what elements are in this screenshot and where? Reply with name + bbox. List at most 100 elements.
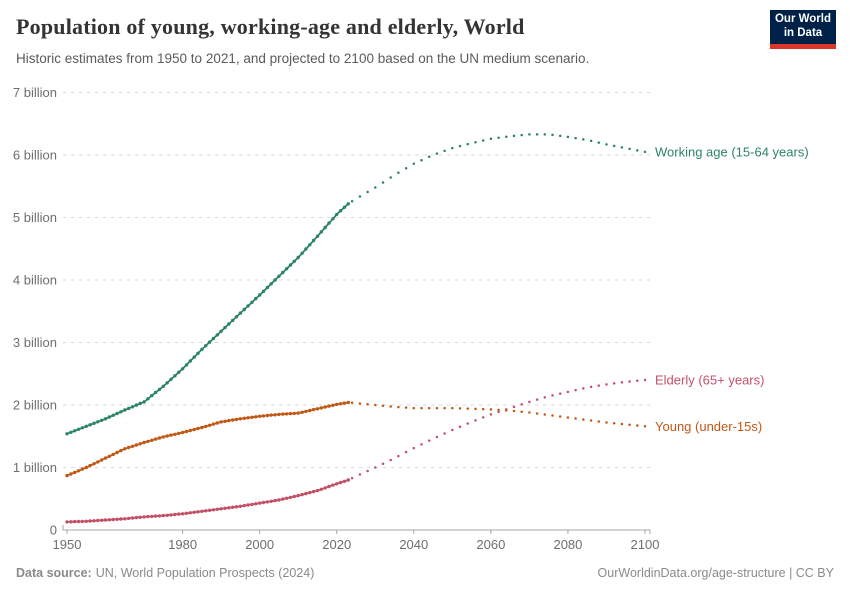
data-point xyxy=(296,411,300,415)
data-point xyxy=(277,274,281,278)
data-point xyxy=(227,322,231,326)
data-point-projected xyxy=(397,454,400,458)
data-point-projected xyxy=(443,406,446,410)
data-point-projected xyxy=(389,458,392,462)
data-point xyxy=(150,514,154,519)
data-point xyxy=(96,420,100,424)
data-point xyxy=(346,202,350,206)
data-point xyxy=(227,506,231,510)
series-young[interactable] xyxy=(65,400,647,478)
data-point-projected xyxy=(466,407,469,410)
data-point-projected xyxy=(589,419,593,422)
data-point xyxy=(96,518,100,523)
data-source-text: UN, World Population Prospects (2024) xyxy=(95,566,315,580)
data-point xyxy=(150,393,154,398)
data-point xyxy=(254,415,258,419)
data-point-projected xyxy=(412,446,416,450)
data-point xyxy=(335,402,339,407)
data-point xyxy=(281,497,285,501)
data-point-projected xyxy=(528,411,531,414)
data-point xyxy=(127,445,131,450)
data-point-projected xyxy=(543,133,547,136)
data-point-projected xyxy=(558,392,562,395)
data-point xyxy=(107,518,112,522)
data-point-projected xyxy=(366,403,369,406)
data-point-projected xyxy=(451,406,454,410)
data-point-projected xyxy=(535,398,539,401)
data-point xyxy=(308,243,312,247)
series-working-age[interactable] xyxy=(65,133,647,436)
data-point xyxy=(231,418,235,422)
data-point-projected xyxy=(412,162,416,166)
data-point-projected xyxy=(612,382,616,385)
data-point xyxy=(196,426,200,431)
data-point-projected xyxy=(420,159,423,162)
data-point-projected xyxy=(427,439,431,442)
series-elderly[interactable] xyxy=(65,378,647,524)
data-point-projected xyxy=(582,138,585,141)
owid-logo-line2: in Data xyxy=(783,27,823,39)
data-point xyxy=(157,387,162,392)
data-point xyxy=(292,411,296,416)
data-point xyxy=(153,514,158,518)
data-point xyxy=(315,234,320,238)
data-point xyxy=(288,411,293,416)
data-point xyxy=(92,519,96,523)
data-point xyxy=(142,440,146,445)
data-point xyxy=(292,259,296,263)
data-source-label: Data source: xyxy=(16,566,92,580)
data-point xyxy=(69,520,73,524)
x-axis-label: 2080 xyxy=(553,537,582,552)
footer-link[interactable]: OurWorldinData.org/age-structure | CC BY xyxy=(597,566,834,580)
data-point xyxy=(234,417,239,422)
data-point xyxy=(69,472,73,476)
y-axis-label: 0 xyxy=(50,523,57,538)
data-point xyxy=(246,416,250,420)
data-point-projected xyxy=(543,413,547,416)
data-point xyxy=(88,423,92,427)
data-point xyxy=(331,483,335,487)
data-point-projected xyxy=(404,450,408,454)
x-axis-label: 2000 xyxy=(245,537,274,552)
data-point xyxy=(200,509,204,513)
data-point-projected xyxy=(574,136,577,140)
data-point xyxy=(119,448,123,453)
data-point xyxy=(150,438,154,442)
data-point xyxy=(204,509,208,513)
data-point xyxy=(261,289,266,293)
series-line-historic xyxy=(66,401,349,477)
chart-footer: Data source: UN, World Population Prospec… xyxy=(16,566,834,580)
data-point xyxy=(80,426,85,430)
data-point xyxy=(88,463,92,468)
data-point xyxy=(207,340,212,344)
data-point xyxy=(223,506,227,510)
data-point-projected xyxy=(612,422,616,425)
data-point xyxy=(261,414,266,418)
data-point xyxy=(331,217,335,221)
data-point-projected xyxy=(435,406,439,410)
data-point xyxy=(138,442,142,446)
data-point-projected xyxy=(474,419,477,422)
data-point xyxy=(84,424,89,428)
data-point xyxy=(65,520,69,524)
x-axis-label: 1980 xyxy=(168,537,197,552)
data-point-projected xyxy=(597,420,601,423)
page-title: Population of young, working-age and eld… xyxy=(16,14,525,39)
data-point xyxy=(319,230,323,234)
data-point-projected xyxy=(535,412,539,415)
data-point xyxy=(238,311,243,315)
data-point-projected xyxy=(520,410,523,414)
data-point xyxy=(161,435,165,439)
data-point xyxy=(65,473,69,478)
data-point-projected xyxy=(466,422,469,425)
data-point-projected xyxy=(551,133,554,137)
data-point xyxy=(342,401,347,405)
owid-logo[interactable]: Our World in Data xyxy=(770,10,836,49)
data-point xyxy=(304,409,308,414)
data-point xyxy=(161,384,165,388)
data-point xyxy=(284,412,289,416)
data-point-projected xyxy=(558,134,562,138)
data-point xyxy=(130,516,135,520)
data-point xyxy=(115,411,119,416)
